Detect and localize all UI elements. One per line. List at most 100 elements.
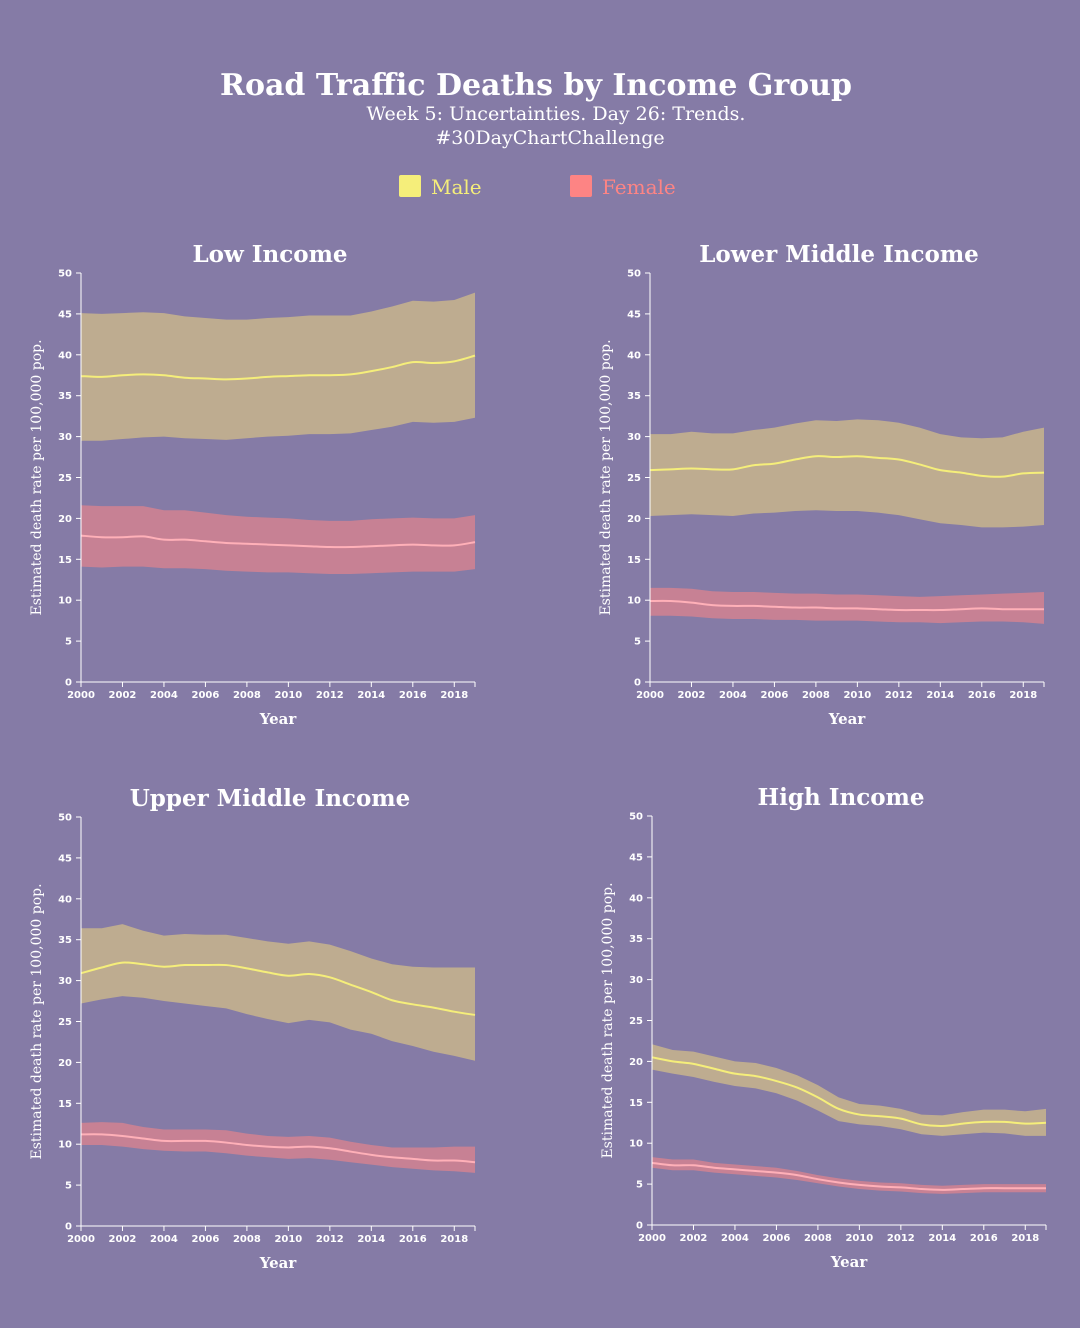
- band-male-high-income: [652, 1044, 1046, 1136]
- plot-area-lower-middle-income: [649, 419, 1045, 624]
- y-axis-label-high-income: Estimated death rate per 100,000 pop.: [600, 882, 616, 1158]
- x-axis-high-income: 2000 2002 2004 2006 2008 2010 2012 2014 2016 2018…: [638, 1224, 1047, 1271]
- x-tick-label: 2014: [357, 1234, 385, 1245]
- x-tick-label: 2016: [968, 690, 996, 701]
- y-tick-label: 10: [58, 596, 72, 607]
- legend-swatch-male: [399, 175, 421, 197]
- x-tick-label: 2012: [316, 690, 344, 701]
- y-tick-label: 30: [627, 432, 641, 443]
- panel-upper-middle-income: Upper Middle Income 0 5 10 15 20 25 30 35 40 45 50 E…: [29, 785, 476, 1272]
- x-tick-label: 2018: [440, 690, 468, 701]
- x-axis-lower-middle-income: 2000 2002 2004 2006 2008 2010 2012 2014 2016 2018…: [636, 681, 1045, 728]
- y-tick-label: 25: [627, 473, 641, 484]
- y-tick-label: 45: [627, 309, 641, 320]
- y-tick-label: 10: [627, 596, 641, 607]
- line-female-low-income: [80, 534, 476, 549]
- y-tick-label: 0: [65, 678, 72, 689]
- y-axis-high-income: 0 5 10 15 20 25 30 35 40 45 50 Estimated death rate…: [600, 812, 653, 1232]
- y-tick-label: 25: [58, 1017, 72, 1028]
- x-tick-label: 2006: [760, 690, 788, 701]
- x-axis-upper-middle-income: 2000 2002 2004 2006 2008 2010 2012 2014 2016 2018…: [67, 1225, 476, 1272]
- x-tick-label: 2008: [233, 1234, 261, 1245]
- line-male-lower-middle-income: [649, 455, 1045, 478]
- x-axis-label-lower-middle-income: Year: [828, 710, 867, 728]
- x-tick-label: 2018: [440, 1234, 468, 1245]
- y-tick-label: 30: [629, 975, 643, 986]
- panel-lower-middle-income: Lower Middle Income 0 5 10 15 20 25 30 35 40 45 50 E…: [598, 241, 1045, 728]
- x-tick-label: 2006: [762, 1233, 790, 1244]
- x-tick-label: 2010: [843, 690, 871, 701]
- chart-title: Road Traffic Deaths by Income Group: [220, 68, 852, 103]
- x-tick-label: 2012: [316, 1234, 344, 1245]
- line-female-upper-middle-income: [80, 1133, 476, 1164]
- chart-subtitle: Week 5: Uncertainties. Day 26: Trends.: [367, 103, 746, 125]
- legend-label-male: Male: [431, 175, 482, 199]
- chart-header: Road Traffic Deaths by Income Group Week…: [220, 68, 852, 149]
- panel-title-lower-middle-income: Lower Middle Income: [699, 241, 979, 268]
- y-tick-label: 0: [65, 1222, 72, 1233]
- y-tick-label: 15: [629, 1098, 643, 1109]
- y-tick-label: 20: [58, 514, 72, 525]
- line-male-high-income: [651, 1056, 1047, 1128]
- y-tick-label: 5: [636, 1180, 643, 1191]
- y-tick-label: 0: [634, 678, 641, 689]
- y-tick-label: 50: [58, 813, 72, 824]
- x-tick-label: 2012: [885, 690, 913, 701]
- legend-swatch-female: [570, 175, 592, 197]
- x-tick-label: 2014: [928, 1233, 956, 1244]
- x-tick-label: 2000: [638, 1233, 666, 1244]
- line-male-low-income: [80, 354, 476, 381]
- x-tick-label: 2004: [150, 1234, 178, 1245]
- x-tick-label: 2008: [804, 1233, 832, 1244]
- y-tick-label: 35: [58, 935, 72, 946]
- x-tick-label: 2000: [636, 690, 664, 701]
- line-female-high-income: [651, 1161, 1046, 1191]
- y-tick-label: 10: [629, 1139, 643, 1150]
- panel-title-upper-middle-income: Upper Middle Income: [130, 785, 411, 812]
- x-tick-label: 2006: [191, 1234, 219, 1245]
- y-tick-label: 35: [58, 391, 72, 402]
- x-tick-label: 2014: [926, 690, 954, 701]
- x-tick-label: 2004: [719, 690, 747, 701]
- chart-hashtag: #30DayChartChallenge: [435, 127, 664, 149]
- band-male-low-income: [81, 292, 475, 441]
- line-male-upper-middle-income: [80, 961, 476, 1016]
- x-tick-label: 2000: [67, 690, 95, 701]
- panel-high-income: High Income 0 5 10 15 20 25 30 35 40 45 50 Estimated…: [600, 784, 1047, 1271]
- x-tick-label: 2012: [887, 1233, 915, 1244]
- x-tick-label: 2016: [399, 690, 427, 701]
- y-tick-label: 45: [58, 309, 72, 320]
- y-tick-label: 10: [58, 1140, 72, 1151]
- plot-area-upper-middle-income: [80, 924, 476, 1173]
- legend-item-female: Female: [570, 175, 676, 199]
- y-tick-label: 50: [629, 812, 643, 823]
- x-axis-label-low-income: Year: [259, 710, 298, 728]
- legend-label-female: Female: [602, 175, 676, 199]
- y-tick-label: 0: [636, 1221, 643, 1232]
- y-tick-label: 45: [629, 852, 643, 863]
- y-tick-label: 50: [627, 269, 641, 280]
- y-axis-label-lower-middle-income: Estimated death rate per 100,000 pop.: [598, 339, 614, 615]
- y-tick-label: 40: [58, 894, 72, 905]
- x-tick-label: 2018: [1011, 1233, 1039, 1244]
- x-tick-label: 2016: [399, 1234, 427, 1245]
- line-female-lower-middle-income: [649, 599, 1044, 612]
- x-tick-label: 2008: [233, 690, 261, 701]
- y-tick-label: 30: [58, 976, 72, 987]
- chart-panels: Low Income05101520253035404550Estimated …: [29, 241, 1047, 1272]
- y-tick-label: 30: [58, 432, 72, 443]
- panel-low-income: Low Income 0 5 10 15 20 25 30 35 40 45 50 Estimated …: [29, 241, 476, 728]
- band-female-high-income: [652, 1157, 1046, 1194]
- x-axis-low-income: 2000 2002 2004 2006 2008 2010 2012 2014 2016 2018…: [67, 681, 476, 728]
- band-male-lower-middle-income: [650, 419, 1044, 528]
- legend: Male Female: [399, 175, 676, 199]
- y-tick-label: 5: [65, 637, 72, 648]
- x-axis-label-high-income: Year: [830, 1253, 869, 1271]
- y-tick-label: 20: [629, 1057, 643, 1068]
- y-tick-label: 25: [629, 1016, 643, 1027]
- x-axis-label-upper-middle-income: Year: [259, 1254, 298, 1272]
- x-tick-label: 2002: [109, 690, 137, 701]
- y-tick-label: 35: [629, 934, 643, 945]
- y-tick-label: 35: [627, 391, 641, 402]
- plot-area-low-income: [80, 292, 476, 575]
